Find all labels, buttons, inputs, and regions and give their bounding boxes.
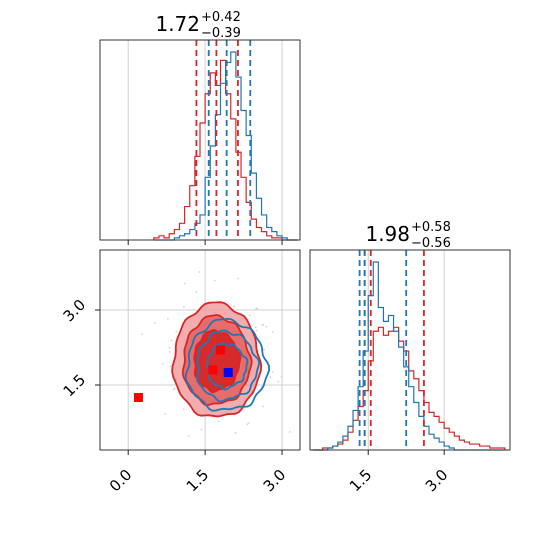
joint-sample-point	[168, 350, 171, 353]
marginal-panel-param2: 1.5 3.0 1.98 +0.58 −0.56	[309, 220, 511, 496]
joint-marker-red-2	[216, 345, 226, 355]
joint-sample-point	[261, 324, 264, 326]
joint-contour-blue-outer	[184, 317, 271, 412]
param2-xtick-label-0: 1.5	[346, 466, 376, 496]
joint-sample-point	[271, 371, 274, 374]
joint-sample-point	[262, 405, 264, 408]
joint-sample-point	[175, 330, 178, 333]
joint-sample-point	[271, 330, 274, 333]
joint-sample-point	[182, 408, 185, 411]
joint-sample-point	[213, 279, 216, 282]
joint-sample-point	[183, 282, 186, 285]
marginal-panel-param1: 1.72 +0.42 −0.39	[99, 10, 301, 245]
joint-sample-point	[255, 329, 258, 332]
param2-title-value: 1.98	[365, 222, 410, 246]
joint-sample-point	[164, 413, 167, 416]
marginal-frame-param2	[309, 249, 511, 451]
param1-title-plus: +0.42	[201, 10, 241, 25]
joint-sample-point	[195, 291, 198, 293]
joint-sample-point	[269, 376, 272, 379]
joint-sample-point	[248, 314, 251, 317]
joint-sample-point	[187, 435, 190, 438]
param2-title-plus: +0.58	[411, 220, 451, 235]
param2-xtick-label-1: 3.0	[422, 466, 452, 496]
param2-histogram-blue	[312, 261, 505, 451]
joint-sample-point	[153, 321, 156, 324]
joint-marker-blue-0	[223, 368, 233, 377]
joint-contour-blue-middle	[196, 329, 261, 403]
joint-sample-point	[254, 326, 257, 329]
joint-sample-point	[288, 431, 291, 433]
marginal-frame-param1	[99, 39, 301, 241]
param1-title-minus: −0.39	[201, 26, 241, 41]
param1-histogram-red	[153, 59, 298, 241]
joint-sample-point	[170, 339, 173, 342]
joint-sample-point	[233, 305, 235, 308]
joint-sample-point	[200, 428, 203, 431]
joint-xtick-label-0: 0.0	[106, 466, 136, 496]
joint-sample-point	[256, 307, 258, 310]
joint-sample-point	[167, 318, 169, 320]
joint-frame	[99, 249, 301, 451]
joint-sample-point	[247, 422, 250, 424]
joint-ytick-label-0: 1.5	[60, 371, 90, 401]
joint-ytick-label-1: 3.0	[60, 296, 90, 326]
joint-xtick-label-2: 3.0	[260, 466, 290, 496]
joint-sample-point	[183, 306, 185, 308]
joint-xtick-label-1: 1.5	[183, 466, 213, 496]
joint-sample-point	[265, 325, 268, 328]
joint-sample-point	[217, 420, 220, 423]
joint-sample-point	[243, 407, 246, 410]
joint-sample-point	[263, 348, 265, 351]
joint-sample-point	[246, 423, 249, 426]
joint-sample-point	[140, 333, 143, 336]
joint-sample-point	[280, 375, 283, 378]
joint-sample-point	[168, 346, 171, 349]
joint-sample-point	[237, 277, 240, 280]
joint-marker-red-0	[133, 393, 143, 402]
param2-histogram-red	[312, 326, 506, 451]
param1-title-value: 1.72	[155, 12, 200, 36]
joint-panel: 0.0 1.5 3.0 1.5 3.0	[60, 249, 301, 496]
param2-title-minus: −0.56	[411, 236, 451, 251]
joint-sample-point	[172, 388, 175, 391]
joint-marker-red-1	[208, 365, 218, 375]
joint-sample-point	[277, 380, 280, 383]
joint-sample-point	[257, 350, 260, 352]
joint-sample-point	[169, 365, 172, 368]
joint-sample-point	[198, 271, 201, 273]
joint-sample-point	[161, 362, 164, 365]
param1-histogram-blue	[153, 51, 298, 241]
joint-sample-point	[234, 432, 237, 434]
joint-contour-blue-inner	[206, 342, 249, 391]
